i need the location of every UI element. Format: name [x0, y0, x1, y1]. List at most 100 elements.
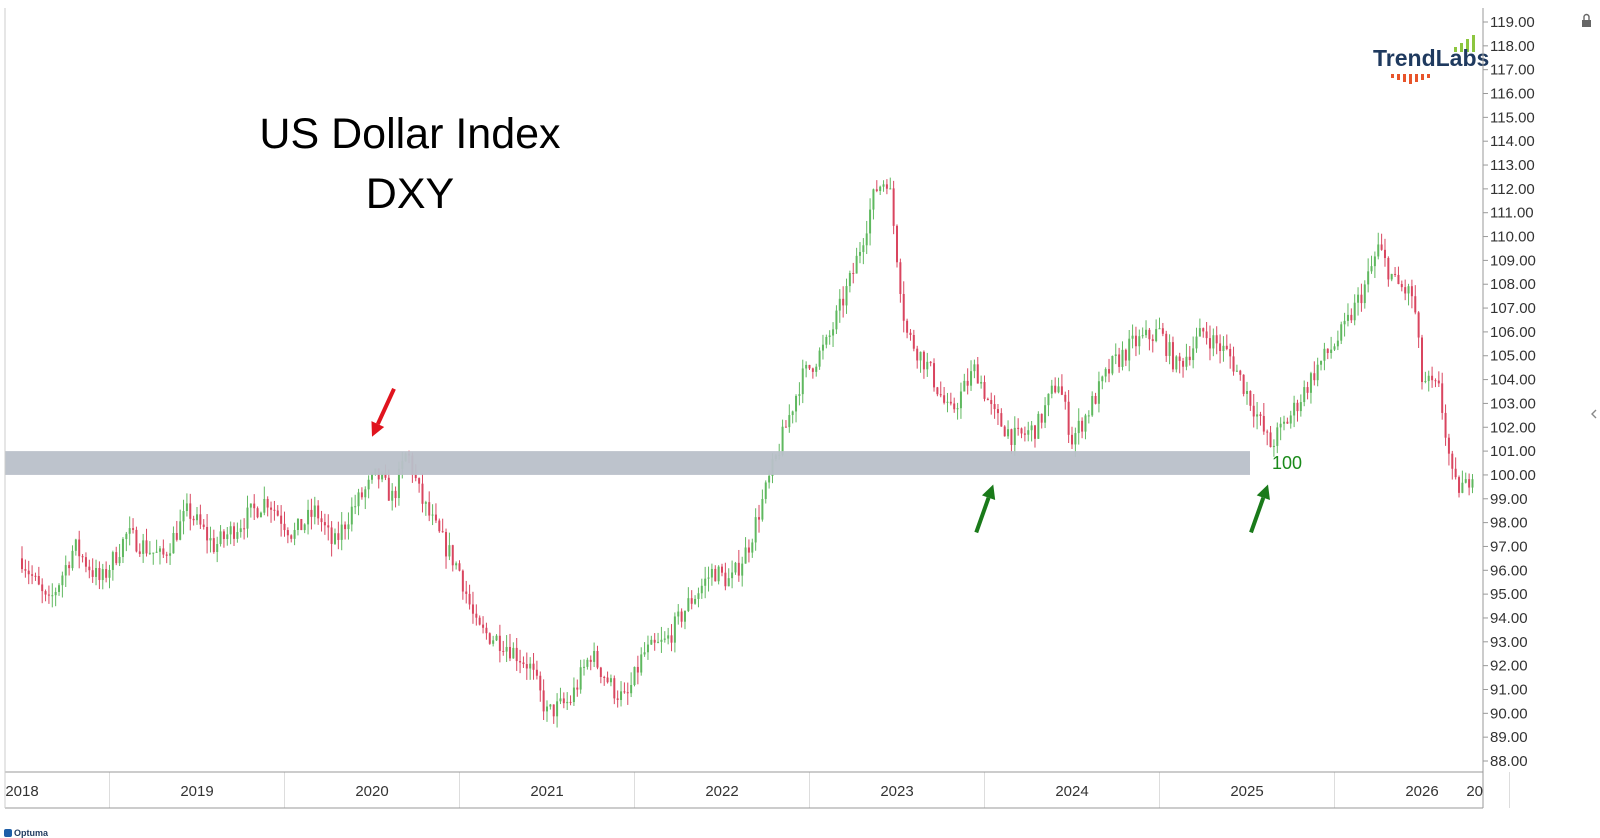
candle-body: [1027, 430, 1030, 435]
candle-body: [1407, 286, 1410, 294]
candle-body: [848, 273, 851, 287]
candle-body: [1003, 426, 1006, 437]
candle-body: [1128, 338, 1131, 361]
candle-body: [202, 524, 205, 527]
candle-body: [731, 572, 734, 579]
candle-body: [539, 675, 542, 691]
y-tick-label: 112.00: [1490, 181, 1535, 198]
candle-body: [741, 563, 744, 576]
candle-body: [569, 701, 572, 703]
candle-body: [310, 509, 313, 517]
candle-body: [387, 477, 390, 501]
y-tick-label: 94.00: [1490, 610, 1528, 627]
y-tick-label: 101.00: [1490, 443, 1536, 460]
y-tick-label: 102.00: [1490, 419, 1536, 436]
candle-body: [529, 663, 532, 669]
candle-body: [239, 528, 242, 533]
candle-body: [508, 646, 511, 659]
candle-body: [1320, 360, 1323, 365]
candle-body: [91, 570, 94, 577]
candle-body: [256, 508, 259, 518]
candle-body: [805, 364, 808, 369]
candle-body: [266, 498, 269, 508]
candle-body: [1431, 375, 1434, 381]
candle-body: [916, 348, 919, 361]
y-tick-label: 110.00: [1490, 229, 1535, 246]
candle-body: [1033, 425, 1036, 439]
support-zone-label: 100: [1272, 453, 1302, 473]
candle-body: [81, 556, 84, 558]
candle-body: [1343, 320, 1346, 325]
candle-body: [226, 534, 229, 540]
y-tick-label: 95.00: [1490, 586, 1528, 603]
candle-body: [784, 426, 787, 428]
y-tick-label: 115.00: [1490, 109, 1535, 126]
optuma-icon: [4, 829, 12, 837]
candle-body: [1121, 349, 1124, 367]
y-tick-label: 109.00: [1490, 252, 1536, 269]
candle-body: [919, 351, 922, 361]
lock-icon[interactable]: [1582, 13, 1591, 28]
candle-body: [734, 562, 737, 573]
y-tick-label: 90.00: [1490, 705, 1528, 722]
candle-body: [451, 545, 454, 566]
candle-body: [1155, 329, 1158, 342]
candle-body: [199, 514, 202, 525]
candle-body: [579, 667, 582, 690]
candle-body: [953, 403, 956, 410]
candle-body: [1175, 356, 1178, 370]
candle-body: [980, 382, 983, 384]
candle-body: [808, 364, 811, 369]
candle-body: [758, 517, 761, 520]
x-axis[interactable]: 2018 2019 2020 2021 2022 2023 2024 2025 2026 20: [5, 772, 1510, 808]
candle-body: [21, 558, 23, 570]
candle-body: [751, 542, 754, 553]
candle-body: [586, 659, 589, 667]
collapse-chevron-icon[interactable]: [1591, 409, 1597, 419]
candle-body: [1313, 373, 1316, 381]
candle-body: [505, 646, 508, 652]
x-tick-label: 2023: [880, 783, 913, 800]
candle-body: [532, 663, 535, 670]
candle-body: [471, 604, 474, 614]
candle-body: [1434, 380, 1437, 382]
candle-body: [556, 701, 559, 717]
candle-body: [364, 489, 367, 498]
candle-body: [626, 692, 629, 694]
candle-body: [559, 698, 562, 702]
candle-body: [1232, 356, 1235, 372]
candle-body: [179, 521, 182, 540]
candle-body: [976, 364, 979, 384]
candle-body: [697, 593, 700, 599]
candle-body: [704, 578, 707, 586]
y-tick-label: 118.00: [1490, 38, 1535, 55]
chart-title: US Dollar Index: [259, 110, 561, 158]
candle-body: [1138, 336, 1141, 347]
candle-body: [1077, 420, 1080, 434]
y-tick-label: 105.00: [1490, 348, 1536, 365]
candle-body: [687, 598, 690, 611]
candle-body: [566, 701, 569, 704]
candle-body: [276, 510, 279, 516]
candle-body: [344, 524, 347, 530]
candle-body: [1030, 425, 1033, 431]
candle-body: [1202, 328, 1205, 332]
candle-body: [169, 553, 172, 556]
candle-body: [1215, 335, 1218, 344]
candle-body: [707, 577, 710, 579]
candle-body: [576, 687, 579, 690]
candle-body: [1259, 414, 1262, 416]
y-axis[interactable]: 88.00 89.00 90.00 91.00 92.00 93.00 94.00 95.00…: [1483, 14, 1536, 770]
candle-body: [320, 518, 323, 523]
candle-body: [118, 557, 121, 564]
candle-body: [233, 526, 236, 539]
annotation-arrow-shaft: [1249, 497, 1266, 534]
candle-body: [852, 273, 855, 275]
candle-body: [721, 566, 723, 573]
candle-body: [1306, 387, 1309, 393]
candle-body: [714, 568, 717, 582]
candle-body: [165, 554, 168, 556]
candle-body: [273, 509, 276, 511]
candle-body: [1387, 257, 1390, 280]
candle-body: [973, 364, 976, 372]
